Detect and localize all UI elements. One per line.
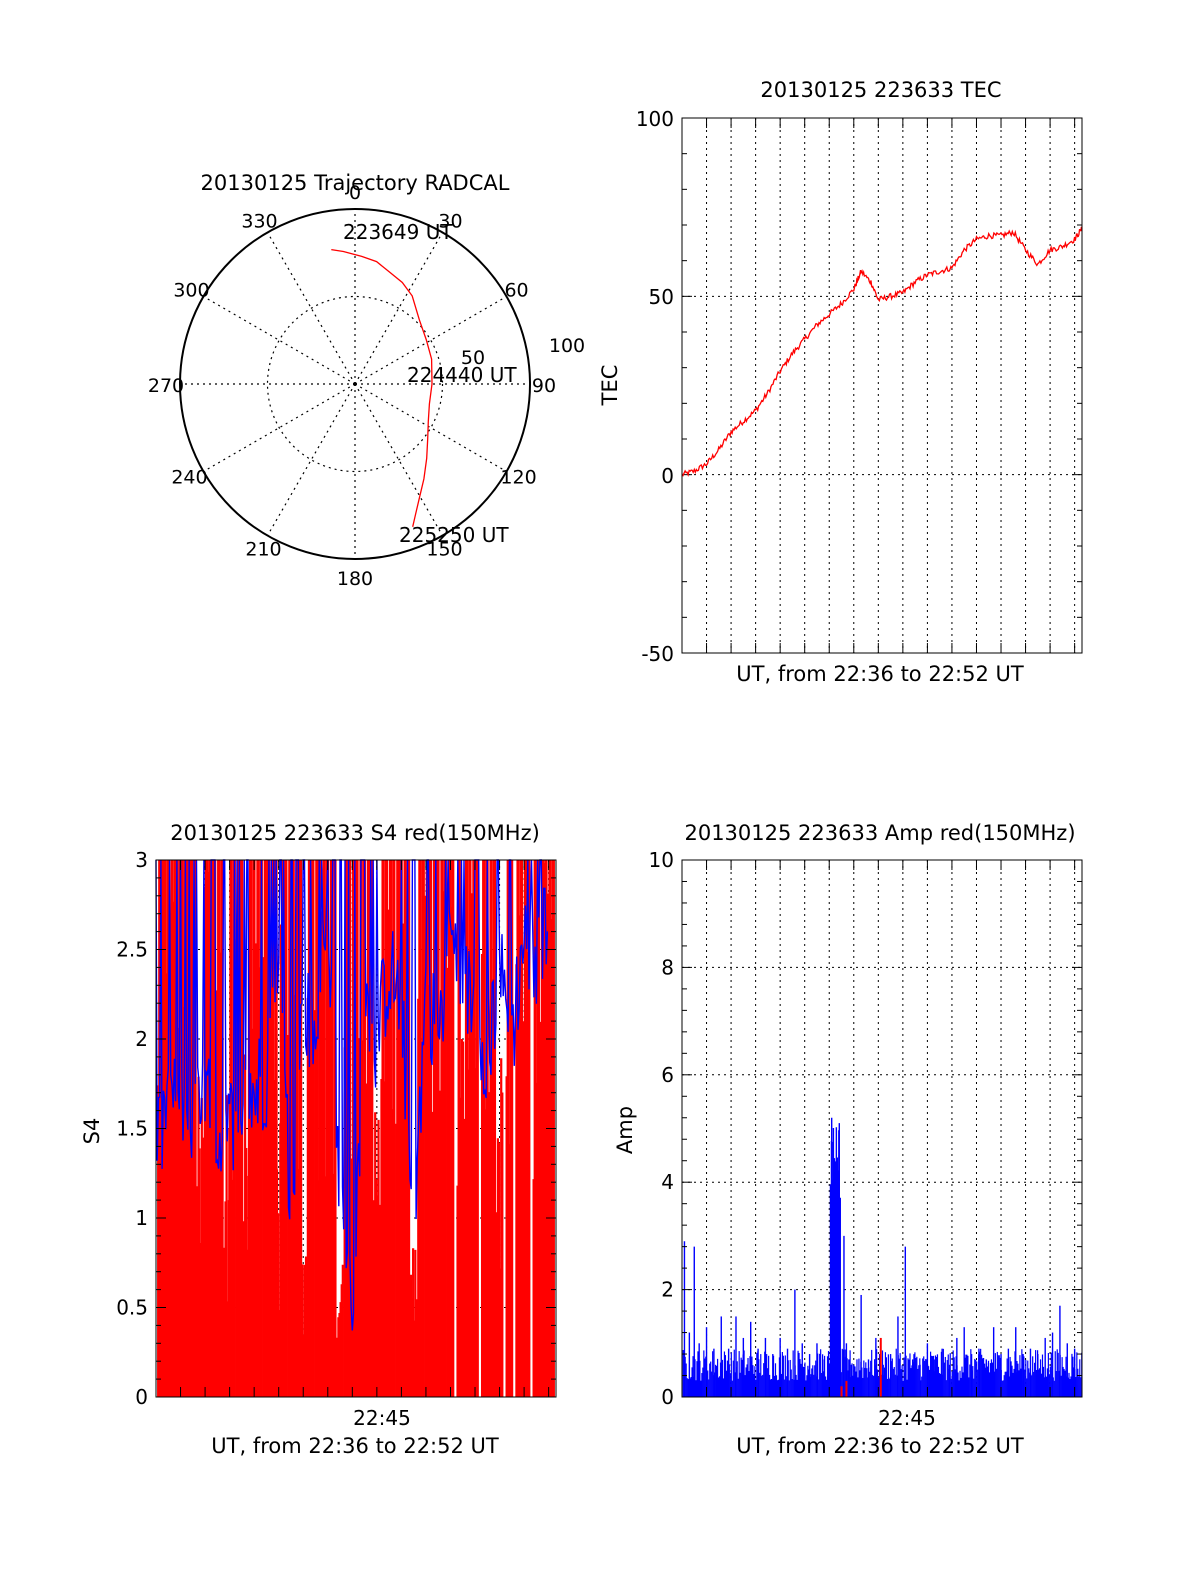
s4-ytick-label: 3	[135, 848, 148, 872]
s4-ytick-labels: 0 0.5 1 1.5 2 2.5 3	[116, 848, 148, 1409]
s4-ytick-label: 0.5	[116, 1296, 148, 1320]
tec-ticks	[682, 117, 1082, 654]
tec-grid	[682, 118, 1082, 653]
polar-angle-label-90: 90	[532, 375, 556, 397]
tec-panel: 20130125 223633 TEC 100 50 0 -50 TEC UT,…	[598, 78, 1083, 686]
s4-blue-series	[155, 859, 549, 1331]
amp-ticks	[682, 859, 1082, 1398]
amp-ytick-label: 8	[661, 955, 674, 979]
s4-title: 20130125 223633 S4 red(150MHz)	[170, 821, 540, 845]
trajectory-panel: 20130125 Trajectory RADCAL 0 30 60 90 120 150…	[148, 171, 585, 590]
polar-angle-label-120: 120	[500, 467, 536, 489]
trajectory-end-label: 225250 UT	[399, 523, 509, 547]
polar-radial-label-50: 50	[461, 347, 485, 369]
amp-grid	[682, 860, 1082, 1397]
s4-panel: 20130125 223633 S4 red(150MHz) 0 0.5 1 1.5 2…	[80, 821, 557, 1458]
tec-ytick-neg50: -50	[641, 642, 674, 666]
polar-grid-circle-50	[266, 295, 444, 473]
s4-ytick-label: 0	[135, 1385, 148, 1409]
amp-xlabel: UT, from 22:36 to 22:52 UT	[736, 1434, 1024, 1458]
polar-angle-label-30: 30	[438, 210, 462, 232]
polar-angle-label-180: 180	[337, 568, 373, 590]
s4-xlabel: UT, from 22:36 to 22:52 UT	[211, 1434, 499, 1458]
amp-ytick-label: 4	[661, 1170, 674, 1194]
polar-angle-labels: 0 30 60 90 120 150 180 210 240 270 300 330	[148, 182, 556, 590]
tec-title: 20130125 223633 TEC	[760, 78, 1001, 102]
s4-ytick-label: 1.5	[116, 1117, 148, 1141]
amp-ylabel: Amp	[613, 1106, 637, 1154]
amp-ytick-label: 10	[649, 848, 674, 872]
polar-grid-spoke	[203, 383, 356, 473]
polar-angle-label-150: 150	[426, 539, 462, 561]
polar-grid-spoke	[266, 232, 356, 385]
polar-grid-spoke	[354, 383, 507, 473]
polar-grid-spoke	[354, 383, 444, 536]
tec-series-line	[681, 226, 1083, 477]
polar-grid	[180, 209, 530, 559]
trajectory-start-label: 223649 UT	[343, 220, 453, 244]
amp-panel: 20130125 223633 Amp red(150MHz) 0246810 …	[613, 821, 1083, 1458]
polar-grid-spoke	[266, 383, 356, 536]
polar-grid-spoke	[203, 295, 356, 385]
amp-ytick-label: 2	[661, 1278, 674, 1302]
tec-ytick-50: 50	[649, 285, 674, 309]
s4-ylabel: S4	[80, 1118, 104, 1145]
amp-xtick-2245: 22:45	[878, 1406, 936, 1430]
polar-grid-spoke	[354, 232, 444, 385]
s4-ytick-label: 2.5	[116, 938, 148, 962]
polar-angle-label-270: 270	[148, 375, 184, 397]
trajectory-mid-label: 224440 UT	[407, 363, 517, 387]
polar-angle-label-0: 0	[349, 182, 361, 204]
amp-blue-series	[682, 1117, 1083, 1397]
s4-ytick-label: 1	[135, 1206, 148, 1230]
amp-ytick-label: 6	[661, 1063, 674, 1087]
s4-ytick-label: 2	[135, 1027, 148, 1051]
tec-ylabel: TEC	[598, 365, 622, 407]
polar-grid-spoke	[354, 295, 507, 385]
polar-angle-label-240: 240	[171, 467, 207, 489]
amp-plot-frame	[681, 859, 1083, 1398]
s4-plot-frame	[155, 859, 557, 1398]
s4-xtick-2245: 22:45	[353, 1406, 411, 1430]
polar-radial-label-100: 100	[549, 335, 585, 357]
tec-ytick-100: 100	[636, 107, 674, 131]
polar-angle-label-300: 300	[173, 280, 209, 302]
amp-ytick-label: 0	[661, 1385, 674, 1409]
amp-title: 20130125 223633 Amp red(150MHz)	[684, 821, 1075, 845]
polar-angle-label-330: 330	[241, 210, 277, 232]
tec-plot-frame	[681, 117, 1083, 654]
polar-angle-label-210: 210	[245, 539, 281, 561]
s4-ticks	[156, 859, 556, 1398]
trajectory-title: 20130125 Trajectory RADCAL	[201, 171, 510, 195]
trajectory-track	[331, 248, 433, 527]
polar-outer-circle	[179, 208, 531, 560]
polar-angle-label-60: 60	[504, 280, 528, 302]
amp-ytick-labels: 0 2 4 6 8 10	[649, 848, 674, 1409]
tec-xlabel: UT, from 22:36 to 22:52 UT	[736, 662, 1024, 686]
amp-red-series	[840, 1337, 882, 1397]
tec-ytick-0: 0	[661, 464, 674, 488]
